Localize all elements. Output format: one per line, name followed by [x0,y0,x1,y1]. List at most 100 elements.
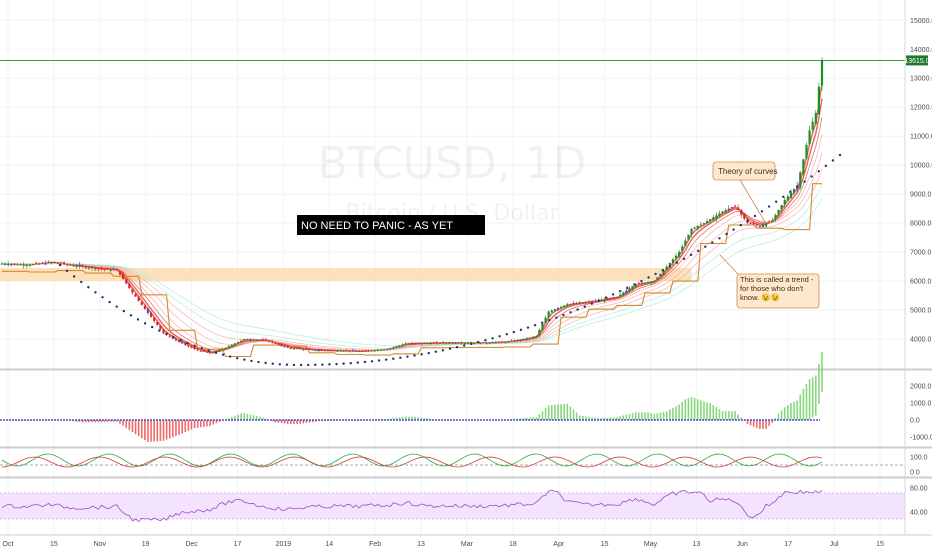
x-tick-label: 15 [50,541,58,548]
histogram-bar [619,416,621,420]
candle-body [348,350,351,352]
histogram-bar [734,411,736,420]
curve-dot [292,363,296,367]
x-tick-label: 17 [784,541,792,548]
x-tick-label: Jul [830,541,839,548]
candle-body [16,264,19,266]
curve-dot [115,305,118,308]
candle-body [106,268,109,270]
candle-body [563,305,566,308]
candle-body [491,342,494,344]
histogram-bar [737,414,739,420]
curve-dot [129,314,133,317]
histogram-bar [821,352,823,393]
candle-body [414,342,417,344]
curve-dot [228,355,232,358]
histogram-bar [609,417,612,420]
banner-annotation[interactable]: NO NEED TO PANIC - AS YET [297,215,485,235]
histogram-bar [578,415,581,420]
histogram-bar [613,417,615,420]
candle-body [764,223,768,227]
trend-note[interactable]: This is called a trend - for those who d… [719,254,820,309]
curve-dot [789,190,792,194]
y-tick-label: 11000.0 [910,134,932,141]
candle-body [662,270,665,275]
histogram-bar [262,417,264,420]
histogram-bar [293,420,295,425]
curve-dot [462,344,466,347]
curve-dot [725,232,728,236]
histogram-bar [401,416,404,420]
price-candles [0,57,824,354]
curve-dot [526,326,530,329]
candle-body [233,343,237,346]
histogram-bar [302,420,305,424]
time-axis[interactable]: Oct 15 Nov 19 Dec 17 2019 14 Feb 13 Mar 18 Apr 15 May 1… [3,541,884,548]
histogram-bar [566,403,569,420]
candle-body [637,282,640,284]
curve-dot [335,362,338,366]
histogram-bar [647,412,649,420]
candle-body [221,348,224,350]
candle-body [75,266,78,268]
candle-body [118,271,122,275]
candle-body [646,282,650,284]
curve-dot [441,349,445,352]
histogram-bar [591,417,593,420]
histogram-bar [740,417,743,420]
histogram-bar [780,410,783,420]
curve-dot [491,337,494,340]
curve-dot [306,363,310,367]
curve-dot [363,360,367,364]
candle-body [84,267,87,269]
candle-body [693,227,696,229]
candle-body [218,350,221,352]
curve-dot [647,276,650,279]
candle-body [740,210,743,215]
candle-body [510,340,513,342]
candle-body [814,113,817,125]
curve-dot [271,362,274,365]
histogram-bar [168,420,171,439]
curves-note[interactable]: Theory of curves [712,161,778,223]
stoch-tick-label: 100.0 [910,455,928,462]
histogram-bar [690,396,693,420]
candle-body [566,304,569,307]
histogram-bar [588,416,590,420]
candle-body [382,349,386,351]
histogram-bar [616,417,618,420]
curve-dot [675,261,679,264]
candle-body [547,311,550,318]
candle-body [370,350,373,352]
curve-dot [420,353,423,356]
candle-body [320,349,324,351]
candle-body [808,130,811,145]
candle-body [78,264,81,267]
candle-body [81,265,84,267]
curve-dot [200,347,204,350]
histogram-bar [280,420,283,424]
curve-dot [122,309,126,313]
histogram-bar [721,411,724,420]
curve-dot [193,344,196,347]
candle-body [584,302,588,304]
histogram-bar [408,416,410,420]
histogram-bar [541,411,544,420]
candle-body [373,350,376,352]
curve-dot [512,330,516,334]
candle-body [308,348,311,350]
curve-dot [831,159,835,162]
histogram-bar [672,407,674,420]
x-tick-label: 15 [876,541,884,548]
histogram-bar [709,403,711,420]
candle-body [435,342,438,344]
candle-body [761,224,765,227]
curve-dot [767,205,771,208]
candle-body [398,345,401,347]
candle-body [817,86,820,115]
price-axis[interactable]: 15000.0 14000.0 13000.0 12000.0 11000.0 10000… [910,18,932,517]
curve-dot [477,340,480,344]
histogram-panel [0,352,823,442]
candle-body [780,205,783,210]
